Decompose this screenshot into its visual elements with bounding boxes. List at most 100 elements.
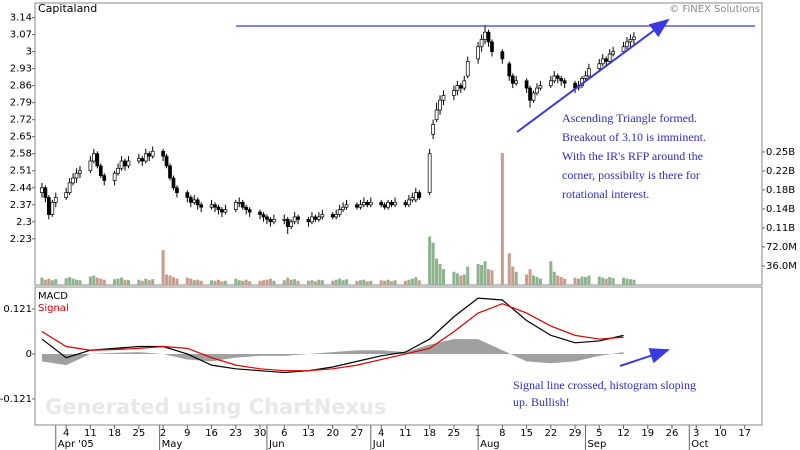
volume-bar bbox=[514, 271, 518, 285]
volume-bar bbox=[120, 277, 124, 285]
x-tick-label: 26 bbox=[666, 428, 679, 439]
volume-bar bbox=[632, 279, 636, 285]
candle-body bbox=[441, 95, 446, 101]
candle-body bbox=[143, 153, 148, 162]
candle-body bbox=[188, 197, 193, 203]
candle-body bbox=[285, 219, 290, 228]
candle-body bbox=[562, 80, 567, 84]
volume-bar bbox=[345, 279, 349, 285]
x-tick-label: 10 bbox=[714, 428, 727, 439]
candle-body bbox=[150, 150, 155, 157]
candle-body bbox=[548, 80, 553, 87]
volume-bar bbox=[500, 152, 504, 285]
candle-body bbox=[587, 68, 591, 77]
volume-bar bbox=[549, 261, 553, 285]
candle-body bbox=[233, 201, 238, 210]
candle-body bbox=[199, 204, 204, 208]
month-label: Jul bbox=[372, 439, 385, 450]
candle-body bbox=[410, 197, 415, 201]
watermark: Generated using ChartNexus bbox=[45, 395, 387, 419]
x-tick-label: 23 bbox=[229, 428, 242, 439]
candle-body bbox=[95, 153, 100, 167]
volume-bar bbox=[476, 263, 480, 285]
annotation: corner, possibilty is there for bbox=[562, 168, 700, 182]
candle-body bbox=[216, 206, 221, 210]
x-tick-label: 29 bbox=[569, 428, 582, 439]
volume-bar bbox=[161, 250, 165, 285]
candle-body bbox=[531, 92, 536, 101]
candle-body bbox=[382, 204, 387, 208]
y2-tick-label: 0.25B bbox=[766, 147, 795, 158]
volume-bar bbox=[140, 280, 144, 285]
x-tick-label: 3 bbox=[693, 428, 699, 439]
candle-body bbox=[600, 58, 605, 65]
month-label: Oct bbox=[691, 439, 708, 450]
candle-body bbox=[393, 201, 397, 206]
volume-bar bbox=[490, 270, 494, 285]
volume-bar bbox=[365, 281, 369, 285]
candle-body bbox=[78, 170, 82, 174]
volume-bar bbox=[123, 279, 127, 285]
candle-body bbox=[223, 209, 228, 213]
candle-body bbox=[185, 192, 190, 198]
candle-body bbox=[258, 211, 262, 215]
histogram-area bbox=[41, 339, 624, 366]
y-tick-label: 2.3 bbox=[16, 217, 32, 228]
candle-body bbox=[147, 153, 152, 157]
volume-bar bbox=[483, 261, 487, 285]
volume-bar bbox=[435, 258, 439, 285]
volume-bar bbox=[563, 278, 567, 285]
legend-label: Signal bbox=[38, 303, 69, 314]
plot-layer: 3.14 3.07 3 2.93 2.86 2.79 2.72 2.65 2.58 2.51 2.4… bbox=[0, 13, 797, 450]
y-tick-label: 2.72 bbox=[10, 115, 32, 126]
candle-body bbox=[483, 31, 487, 40]
volume-bar bbox=[431, 242, 435, 285]
x-tick-label: 22 bbox=[544, 428, 557, 439]
volume-bar bbox=[68, 277, 72, 285]
volume-bar bbox=[64, 278, 68, 285]
candle-body bbox=[137, 158, 141, 162]
macd-arrow bbox=[619, 348, 670, 367]
candle-body bbox=[140, 158, 145, 162]
x-tick-label: 19 bbox=[641, 428, 654, 439]
y-tick-label: -0.121 bbox=[0, 394, 32, 405]
volume-bar bbox=[379, 280, 383, 285]
candle-body bbox=[213, 204, 217, 208]
volume-bar bbox=[47, 278, 51, 285]
volume-bar bbox=[407, 279, 411, 285]
candle-body bbox=[555, 75, 560, 79]
volume-bar bbox=[358, 280, 362, 285]
candle-body bbox=[334, 214, 339, 218]
volume-bar bbox=[622, 277, 626, 285]
volume-bar bbox=[507, 253, 511, 285]
candle-body bbox=[261, 214, 266, 218]
volume-bar bbox=[92, 275, 96, 285]
candle-body bbox=[462, 80, 467, 89]
volume-bar bbox=[265, 279, 269, 285]
candle-body bbox=[434, 109, 439, 121]
volume-bar bbox=[213, 280, 217, 285]
volume-bar bbox=[237, 280, 241, 285]
volume-bar bbox=[43, 279, 47, 285]
y-tick-label: 2.86 bbox=[10, 81, 32, 92]
volume-bar bbox=[390, 281, 394, 285]
volume-bar bbox=[455, 273, 459, 285]
y2-tick-label: 0.22B bbox=[766, 166, 795, 177]
volume-bar bbox=[611, 278, 615, 285]
volume-bar bbox=[355, 280, 359, 285]
volume-bar bbox=[137, 279, 141, 285]
candle-body bbox=[341, 206, 345, 210]
candle-body bbox=[632, 36, 636, 40]
volume-bar bbox=[480, 264, 484, 285]
volume-bar bbox=[99, 278, 103, 285]
y-tick-label: 2.23 bbox=[10, 234, 32, 245]
volume-bar bbox=[234, 278, 238, 285]
volume-bar bbox=[147, 280, 151, 285]
volume-bar bbox=[338, 278, 342, 285]
candle-body bbox=[175, 187, 179, 193]
volume-bar bbox=[216, 279, 220, 285]
candle-body bbox=[611, 51, 615, 55]
volume-bar bbox=[442, 269, 446, 285]
volume-bar bbox=[383, 280, 387, 285]
candle-body bbox=[265, 216, 269, 220]
